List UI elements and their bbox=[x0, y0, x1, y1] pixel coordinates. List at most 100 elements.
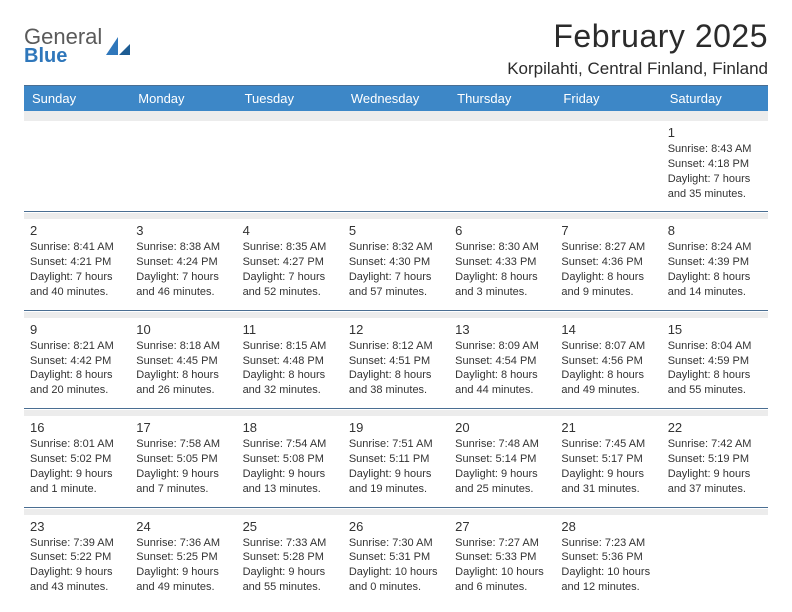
month-title: February 2025 bbox=[507, 18, 768, 55]
day-facts: Sunrise: 7:45 AMSunset: 5:17 PMDaylight:… bbox=[561, 437, 655, 496]
day-cell: 15 Sunrise: 8:04 AMSunset: 4:59 PMDayligh… bbox=[662, 318, 768, 406]
location: Korpilahti, Central Finland, Finland bbox=[507, 59, 768, 79]
day-cell bbox=[662, 515, 768, 603]
week-separator bbox=[24, 209, 768, 219]
day-facts: Sunrise: 8:18 AMSunset: 4:45 PMDaylight:… bbox=[136, 339, 230, 398]
day-number: 25 bbox=[243, 519, 337, 534]
day-facts: Sunrise: 8:07 AMSunset: 4:56 PMDaylight:… bbox=[561, 339, 655, 398]
day-cell: 18 Sunrise: 7:54 AMSunset: 5:08 PMDayligh… bbox=[237, 416, 343, 504]
day-cell: 25 Sunrise: 7:33 AMSunset: 5:28 PMDayligh… bbox=[237, 515, 343, 603]
logo-word2: Blue bbox=[24, 46, 102, 66]
day-facts: Sunrise: 7:30 AMSunset: 5:31 PMDaylight:… bbox=[349, 536, 443, 595]
day-facts: Sunrise: 7:58 AMSunset: 5:05 PMDaylight:… bbox=[136, 437, 230, 496]
day-number: 22 bbox=[668, 420, 762, 435]
day-number: 19 bbox=[349, 420, 443, 435]
day-facts: Sunrise: 7:27 AMSunset: 5:33 PMDaylight:… bbox=[455, 536, 549, 595]
day-facts: Sunrise: 8:04 AMSunset: 4:59 PMDaylight:… bbox=[668, 339, 762, 398]
day-number: 5 bbox=[349, 223, 443, 238]
day-cell: 13 Sunrise: 8:09 AMSunset: 4:54 PMDayligh… bbox=[449, 318, 555, 406]
day-cell: 19 Sunrise: 7:51 AMSunset: 5:11 PMDayligh… bbox=[343, 416, 449, 504]
day-number: 9 bbox=[30, 322, 124, 337]
day-number: 4 bbox=[243, 223, 337, 238]
day-cell: 5 Sunrise: 8:32 AMSunset: 4:30 PMDaylight… bbox=[343, 219, 449, 307]
day-cell bbox=[237, 121, 343, 209]
day-number: 20 bbox=[455, 420, 549, 435]
day-number: 7 bbox=[561, 223, 655, 238]
day-cell bbox=[555, 121, 661, 209]
day-facts: Sunrise: 8:12 AMSunset: 4:51 PMDaylight:… bbox=[349, 339, 443, 398]
day-facts: Sunrise: 8:21 AMSunset: 4:42 PMDaylight:… bbox=[30, 339, 124, 398]
day-number: 13 bbox=[455, 322, 549, 337]
day-number: 6 bbox=[455, 223, 549, 238]
day-facts: Sunrise: 8:32 AMSunset: 4:30 PMDaylight:… bbox=[349, 240, 443, 299]
day-facts: Sunrise: 7:51 AMSunset: 5:11 PMDaylight:… bbox=[349, 437, 443, 496]
day-facts: Sunrise: 8:43 AMSunset: 4:18 PMDaylight:… bbox=[668, 142, 762, 201]
day-number: 15 bbox=[668, 322, 762, 337]
weekday-sunday: Sunday bbox=[24, 86, 130, 111]
day-number: 24 bbox=[136, 519, 230, 534]
calendar-page: General Blue February 2025 Korpilahti, C… bbox=[0, 0, 792, 612]
day-cell bbox=[130, 121, 236, 209]
day-facts: Sunrise: 8:24 AMSunset: 4:39 PMDaylight:… bbox=[668, 240, 762, 299]
title-block: February 2025 Korpilahti, Central Finlan… bbox=[507, 18, 768, 79]
day-number: 3 bbox=[136, 223, 230, 238]
day-number: 26 bbox=[349, 519, 443, 534]
day-cell: 17 Sunrise: 7:58 AMSunset: 5:05 PMDayligh… bbox=[130, 416, 236, 504]
day-cell bbox=[24, 121, 130, 209]
weekday-row: SundayMondayTuesdayWednesdayThursdayFrid… bbox=[24, 86, 768, 111]
day-facts: Sunrise: 8:09 AMSunset: 4:54 PMDaylight:… bbox=[455, 339, 549, 398]
day-cell: 7 Sunrise: 8:27 AMSunset: 4:36 PMDaylight… bbox=[555, 219, 661, 307]
day-facts: Sunrise: 8:15 AMSunset: 4:48 PMDaylight:… bbox=[243, 339, 337, 398]
day-cell: 9 Sunrise: 8:21 AMSunset: 4:42 PMDaylight… bbox=[24, 318, 130, 406]
day-facts: Sunrise: 7:23 AMSunset: 5:36 PMDaylight:… bbox=[561, 536, 655, 595]
day-number: 2 bbox=[30, 223, 124, 238]
day-facts: Sunrise: 7:48 AMSunset: 5:14 PMDaylight:… bbox=[455, 437, 549, 496]
header: General Blue February 2025 Korpilahti, C… bbox=[24, 18, 768, 79]
week-separator bbox=[24, 308, 768, 318]
day-cell: 26 Sunrise: 7:30 AMSunset: 5:31 PMDayligh… bbox=[343, 515, 449, 603]
day-cell: 27Sunrise: 7:27 AMSunset: 5:33 PMDayligh… bbox=[449, 515, 555, 603]
day-number: 12 bbox=[349, 322, 443, 337]
week-separator bbox=[24, 406, 768, 416]
day-cell: 1 Sunrise: 8:43 AMSunset: 4:18 PMDaylight… bbox=[662, 121, 768, 209]
day-number: 10 bbox=[136, 322, 230, 337]
day-cell: 14 Sunrise: 8:07 AMSunset: 4:56 PMDayligh… bbox=[555, 318, 661, 406]
day-facts: Sunrise: 7:54 AMSunset: 5:08 PMDaylight:… bbox=[243, 437, 337, 496]
day-cell: 3 Sunrise: 8:38 AMSunset: 4:24 PMDaylight… bbox=[130, 219, 236, 307]
day-cell bbox=[343, 121, 449, 209]
day-number: 28 bbox=[561, 519, 655, 534]
day-cell: 2Sunrise: 8:41 AMSunset: 4:21 PMDaylight… bbox=[24, 219, 130, 307]
day-facts: Sunrise: 7:33 AMSunset: 5:28 PMDaylight:… bbox=[243, 536, 337, 595]
day-facts: Sunrise: 7:39 AMSunset: 5:22 PMDaylight:… bbox=[30, 536, 124, 595]
day-cell: 8 Sunrise: 8:24 AMSunset: 4:39 PMDaylight… bbox=[662, 219, 768, 307]
day-number: 23 bbox=[30, 519, 124, 534]
day-cell: 20 Sunrise: 7:48 AMSunset: 5:14 PMDayligh… bbox=[449, 416, 555, 504]
day-facts: Sunrise: 8:30 AMSunset: 4:33 PMDaylight:… bbox=[455, 240, 549, 299]
day-cell: 21Sunrise: 7:45 AMSunset: 5:17 PMDayligh… bbox=[555, 416, 661, 504]
weekday-friday: Friday bbox=[555, 86, 661, 111]
day-cell: 11Sunrise: 8:15 AMSunset: 4:48 PMDayligh… bbox=[237, 318, 343, 406]
day-facts: Sunrise: 7:42 AMSunset: 5:19 PMDaylight:… bbox=[668, 437, 762, 496]
weekday-tuesday: Tuesday bbox=[237, 86, 343, 111]
day-facts: Sunrise: 8:01 AMSunset: 5:02 PMDaylight:… bbox=[30, 437, 124, 496]
sail-icon bbox=[104, 35, 132, 57]
filler-row bbox=[24, 111, 768, 121]
day-number: 8 bbox=[668, 223, 762, 238]
day-number: 14 bbox=[561, 322, 655, 337]
weekday-thursday: Thursday bbox=[449, 86, 555, 111]
logo: General Blue bbox=[24, 18, 132, 66]
day-cell: 24Sunrise: 7:36 AMSunset: 5:25 PMDayligh… bbox=[130, 515, 236, 603]
day-cell: 28 Sunrise: 7:23 AMSunset: 5:36 PMDayligh… bbox=[555, 515, 661, 603]
day-cell: 6 Sunrise: 8:30 AMSunset: 4:33 PMDaylight… bbox=[449, 219, 555, 307]
day-number: 16 bbox=[30, 420, 124, 435]
weekday-monday: Monday bbox=[130, 86, 236, 111]
day-number: 17 bbox=[136, 420, 230, 435]
week-separator bbox=[24, 505, 768, 515]
day-cell: 22 Sunrise: 7:42 AMSunset: 5:19 PMDayligh… bbox=[662, 416, 768, 504]
day-facts: Sunrise: 8:38 AMSunset: 4:24 PMDaylight:… bbox=[136, 240, 230, 299]
day-number: 18 bbox=[243, 420, 337, 435]
day-cell: 16 Sunrise: 8:01 AMSunset: 5:02 PMDayligh… bbox=[24, 416, 130, 504]
day-facts: Sunrise: 8:27 AMSunset: 4:36 PMDaylight:… bbox=[561, 240, 655, 299]
day-number: 1 bbox=[668, 125, 762, 140]
calendar-grid: 1 Sunrise: 8:43 AMSunset: 4:18 PMDaylight… bbox=[24, 121, 768, 603]
